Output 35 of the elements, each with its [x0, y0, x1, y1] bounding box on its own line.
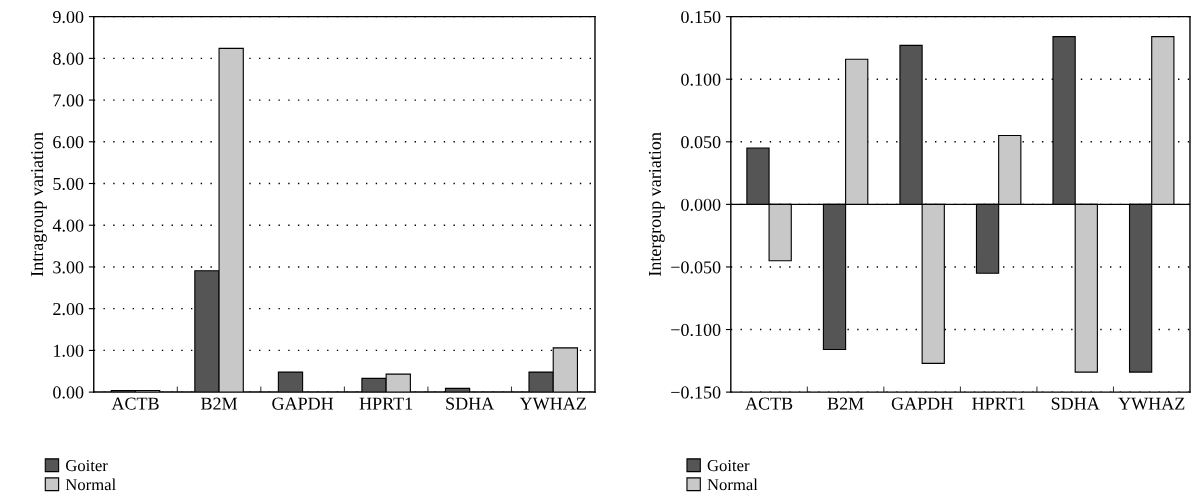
y-tick-label: 0.050 — [681, 136, 721, 149]
y-tick-label: 8.00 — [53, 52, 84, 65]
x-tick-label: HPRT1 — [359, 397, 413, 410]
x-tick-label: ACTB — [745, 397, 793, 410]
legend-label: Goiter — [707, 459, 750, 472]
y-tick-label: 7.00 — [53, 94, 84, 107]
y-axis-title: Intergroup variation — [648, 132, 665, 277]
y-tick-label: 6.00 — [53, 136, 84, 149]
y-tick-label: 4.00 — [52, 219, 84, 232]
legend-label: Normal — [65, 478, 116, 491]
y-tick-label: −0.050 — [671, 261, 721, 274]
x-tick-label: ACTB — [111, 397, 159, 410]
x-tick-label: HPRT1 — [972, 397, 1025, 410]
y-tick-label: 5.00 — [53, 177, 84, 191]
x-tick-label: GAPDH — [891, 397, 953, 410]
y-tick-label: 9.00 — [53, 10, 84, 24]
y-tick-label: 2.00 — [53, 302, 84, 316]
y-tick-label: 1.00 — [54, 344, 84, 357]
y-tick-label: −0.150 — [671, 386, 721, 399]
x-tick-label: B2M — [201, 397, 238, 410]
y-tick-label: 0.100 — [681, 73, 721, 86]
y-tick-label: −0.100 — [671, 323, 721, 337]
y-tick-label: 0.000 — [681, 198, 721, 211]
legend-label: Normal — [707, 478, 758, 491]
x-tick-label: SDHA — [1051, 397, 1100, 410]
y-tick-label: 0.00 — [53, 386, 84, 399]
x-tick-label: B2M — [827, 397, 864, 410]
legend-label: Goiter — [65, 459, 108, 472]
y-tick-label: 3.00 — [53, 261, 84, 274]
y-tick-label: 0.150 — [681, 10, 721, 24]
x-tick-label: YWHAZ — [1118, 397, 1185, 410]
x-tick-label: GAPDH — [272, 397, 334, 410]
x-tick-label: YWHAZ — [519, 397, 586, 410]
y-axis-title: Intragroup variation — [31, 132, 47, 277]
x-tick-label: SDHA — [446, 397, 495, 410]
